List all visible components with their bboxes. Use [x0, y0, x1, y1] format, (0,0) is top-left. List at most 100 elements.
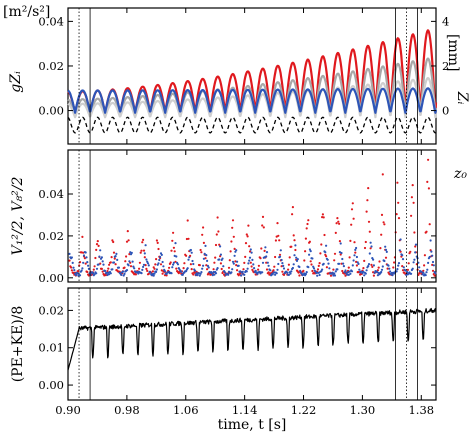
middle-series-0-point: [172, 231, 175, 234]
middle-series-1-point: [391, 274, 394, 277]
middle-series-0-point: [68, 259, 71, 262]
middle-series-1-point: [396, 268, 399, 271]
middle-series-1-point: [109, 272, 112, 275]
middle-series-0-point: [232, 235, 235, 238]
middle-series-0-point: [129, 265, 133, 268]
middle-series-1-point: [199, 272, 202, 275]
middle-series-1-point: [240, 274, 243, 277]
middle-series-1-point: [146, 262, 150, 265]
middle-series-0-point: [134, 273, 137, 276]
middle-series-1-point: [429, 239, 432, 242]
middle-series-1-point: [188, 256, 191, 259]
middle-series-0-point: [233, 247, 236, 250]
middle-series-1-point: [191, 259, 194, 263]
middle-series-0-point: [426, 180, 429, 183]
middle-series-0-point: [244, 242, 248, 245]
middle-series-1-point: [155, 270, 158, 273]
middle-series-0-point: [189, 263, 192, 266]
middle-series-0-point: [94, 256, 97, 260]
middle-series-1-point: [114, 255, 117, 258]
right-y-tick-label: 0: [442, 104, 449, 118]
middle-series-0-point: [183, 262, 186, 265]
middle-series-0-point: [310, 263, 313, 266]
middle-series-1-point: [401, 258, 405, 261]
middle-series-0-point: [369, 247, 372, 250]
middle-series-1-point: [218, 258, 221, 261]
middle-series-0-point: [422, 269, 425, 272]
middle-series-1-point: [426, 268, 429, 271]
middle-series-0-point: [248, 245, 251, 248]
middle-series-1-point: [174, 242, 177, 245]
middle-series-0-point: [397, 201, 400, 204]
middle-series-0-point: [321, 213, 324, 216]
middle-series-0-point: [86, 270, 89, 274]
middle-series-0-point: [325, 266, 328, 269]
middle-series-0-point: [257, 268, 260, 271]
middle-series-1-point: [327, 262, 330, 265]
middle-series-0-point: [343, 272, 346, 275]
middle-series-1-point: [276, 268, 279, 271]
middle-series-0-point: [259, 257, 262, 260]
middle-series-1-point: [142, 265, 145, 268]
middle-series-0-point: [309, 260, 312, 263]
middle-series-1-point: [98, 255, 101, 258]
middle-series-0-point: [379, 247, 382, 250]
middle-series-1-point: [230, 271, 233, 274]
middle-series-0-point: [428, 223, 431, 226]
middle-series-1-point: [222, 265, 225, 268]
middle-series-1-point: [346, 273, 349, 276]
middle-series-1-point: [247, 262, 250, 265]
middle-series-1-point: [339, 242, 342, 245]
middle-series-0-point: [334, 231, 337, 234]
middle-series-1-point: [221, 257, 224, 260]
middle-series-0-point: [302, 269, 305, 272]
middle-series-0-point: [274, 255, 277, 259]
middle-series-1-point: [428, 255, 431, 259]
middle-series-1-point: [102, 263, 105, 266]
middle-series-0-point: [335, 222, 338, 225]
middle-series-0-point: [261, 224, 264, 227]
middle-series-0-point: [292, 234, 295, 237]
middle-series-1-point: [349, 272, 352, 275]
middle-series-0-point: [278, 253, 282, 256]
middle-series-1-point: [267, 264, 270, 267]
middle-series-1-point: [190, 251, 193, 254]
middle-series-0-point: [409, 250, 412, 253]
y-tick-label: 0.02: [38, 229, 64, 243]
middle-series-0-point: [371, 265, 374, 268]
middle-series-1-point: [342, 262, 345, 265]
middle-series-0-point: [276, 222, 279, 225]
middle-series-0-point: [365, 210, 368, 213]
middle-series-0-point: [185, 254, 188, 257]
middle-series-1-point: [232, 262, 235, 265]
middle-series-1-point: [201, 267, 204, 270]
middle-series-0-point: [146, 269, 149, 272]
middle-series-0-point: [367, 220, 371, 223]
middle-series-0-point: [218, 243, 221, 246]
middle-series-0-point: [317, 264, 320, 267]
middle-series-0-point: [214, 243, 218, 247]
middle-series-1-point: [321, 268, 324, 271]
middle-series-0-point: [362, 267, 365, 270]
middle-series-1-point: [125, 269, 129, 272]
middle-series-1-point: [101, 260, 104, 263]
middle-series-0-point: [70, 266, 73, 269]
middle-series-1-point: [295, 256, 298, 259]
middle-series-1-point: [142, 263, 146, 266]
middle-series-1-point: [351, 264, 354, 267]
middle-series-0-point: [261, 215, 265, 218]
middle-series-0-point: [427, 187, 430, 190]
middle-series-0-point: [142, 238, 145, 241]
middle-series-1-point: [120, 273, 123, 276]
middle-series-0-point: [113, 257, 116, 260]
middle-series-0-point: [160, 269, 163, 272]
middle-series-1-point: [145, 258, 148, 261]
middle-series-0-point: [93, 265, 96, 268]
middle-series-1-point: [239, 270, 242, 273]
x-tick-label: 1.30: [350, 403, 376, 417]
middle-series-0-point: [161, 272, 164, 275]
middle-series-1-point: [328, 267, 331, 270]
middle-series-1-point: [243, 273, 246, 276]
middle-series-0-point: [219, 262, 222, 265]
middle-series-1-point: [294, 244, 297, 247]
